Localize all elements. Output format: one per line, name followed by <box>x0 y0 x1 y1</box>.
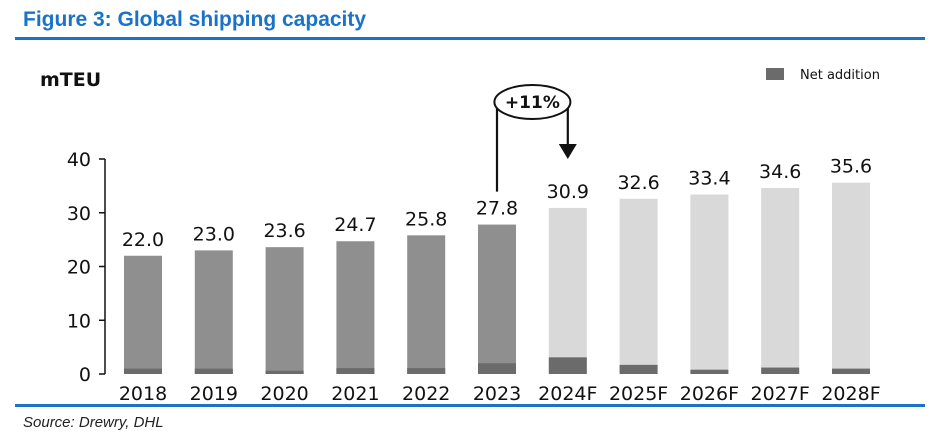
unit-label: mTEU <box>40 69 101 91</box>
value-label-2028F: 35.6 <box>830 156 872 178</box>
x-tick-label-2024F: 2024F <box>538 383 597 405</box>
value-label-2020: 23.6 <box>263 220 305 242</box>
bar-2020 <box>265 247 304 374</box>
bar-2022 <box>407 235 446 374</box>
annotation-label: +11% <box>505 93 560 113</box>
bars: 22.0 2018 23.0 2019 23.6 2020 24.7 2021 25.8 2022… <box>119 156 881 405</box>
x-tick-label-2023: 2023 <box>473 383 521 405</box>
value-label-2024F: 30.9 <box>547 181 589 203</box>
figure-title: Figure 3: Global shipping capacity <box>23 8 367 31</box>
value-label-2027F: 34.6 <box>759 161 801 183</box>
net-addition-bar-2028F <box>832 368 870 374</box>
x-tick-label-2025F: 2025F <box>609 383 668 405</box>
value-label-2021: 24.7 <box>334 214 376 236</box>
y-tick-label: 40 <box>67 149 91 171</box>
y-tick-label: 10 <box>67 310 91 332</box>
bar-2019 <box>194 250 233 374</box>
bar-2023 <box>478 224 516 374</box>
value-label-2022: 25.8 <box>405 208 447 230</box>
net-addition-bar-2021 <box>336 368 375 374</box>
bar-2018 <box>124 255 162 374</box>
bar-2026F <box>690 194 729 374</box>
bar-2024F <box>548 207 587 374</box>
x-tick-label-2027F: 2027F <box>751 383 810 405</box>
y-tick-label: 0 <box>79 364 91 386</box>
bar-2028F <box>832 182 870 374</box>
title-rule <box>15 37 925 40</box>
y-axis: 0 10 20 30 40 <box>67 149 106 386</box>
y-tick-label: 30 <box>67 203 91 225</box>
x-tick-label-2019: 2019 <box>190 383 238 405</box>
net-addition-bar-2018 <box>124 368 162 374</box>
x-tick-label-2018: 2018 <box>119 383 167 405</box>
x-tick-label-2022: 2022 <box>402 383 450 405</box>
net-addition-bar-2019 <box>194 368 233 374</box>
net-addition-bar-2022 <box>407 368 446 374</box>
x-tick-label-2028F: 2028F <box>821 383 880 405</box>
net-addition-bar-2026F <box>690 369 729 374</box>
legend-label: Net addition <box>800 68 880 83</box>
bar-2025F <box>619 198 658 374</box>
net-addition-bar-2020 <box>265 370 304 374</box>
value-label-2025F: 32.6 <box>617 172 659 194</box>
net-addition-bar-2027F <box>761 367 800 374</box>
growth-annotation: +11% <box>493 84 577 192</box>
footer-rule <box>15 404 925 407</box>
bar-2027F <box>761 188 800 374</box>
legend-swatch <box>766 68 784 80</box>
x-tick-label-2026F: 2026F <box>680 383 739 405</box>
annotation-arrowhead <box>558 144 577 159</box>
value-label-2026F: 33.4 <box>688 167 730 189</box>
value-label-2018: 22.0 <box>122 229 164 251</box>
source-note: Source: Drewry, DHL <box>23 414 164 431</box>
value-label-2023: 27.8 <box>476 198 518 220</box>
x-tick-label-2020: 2020 <box>260 383 308 405</box>
value-label-2019: 23.0 <box>193 223 235 245</box>
x-tick-label-2021: 2021 <box>331 383 379 405</box>
net-addition-bar-2024F <box>548 357 587 374</box>
y-tick-label: 20 <box>67 257 91 279</box>
net-addition-bar-2025F <box>619 364 658 374</box>
annotation-oval <box>493 84 572 120</box>
net-addition-bar-2023 <box>478 363 516 374</box>
bar-2021 <box>336 241 375 374</box>
